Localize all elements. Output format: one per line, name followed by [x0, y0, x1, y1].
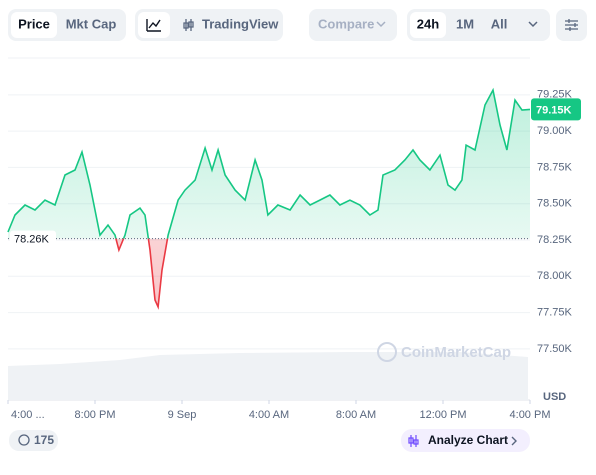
- analyze-icon: [408, 435, 419, 447]
- watermark: CoinMarketCap: [401, 344, 511, 361]
- count[interactable]: 175: [34, 433, 54, 447]
- compare-button[interactable]: [309, 9, 397, 41]
- tab[interactable]: Price: [18, 16, 50, 31]
- y-tick-label: 77.50K: [537, 343, 573, 355]
- candle-icon: [183, 19, 194, 31]
- baseline-label-bg: [10, 230, 56, 247]
- range[interactable]: 1M: [456, 16, 474, 31]
- y-tick-label: 78.25K: [537, 234, 573, 246]
- range[interactable]: 24h: [417, 16, 439, 31]
- price-line: [7, 87, 531, 239]
- line-icon: [146, 19, 161, 32]
- history-icon: [18, 434, 30, 446]
- chevron: [376, 21, 386, 28]
- tab[interactable]: Mkt Cap: [66, 16, 117, 31]
- area-up: [8, 90, 530, 239]
- x-tick-label: 4:00 PM: [510, 409, 551, 421]
- tab-active[interactable]: [11, 12, 57, 38]
- line-tool[interactable]: [138, 12, 170, 38]
- y-tick-label: 78.75K: [537, 161, 573, 173]
- currency: USD: [543, 391, 566, 403]
- x-tick-label: 8:00 AM: [336, 409, 376, 421]
- tool-group: [135, 9, 283, 41]
- y-tick-label: 78.00K: [537, 270, 573, 282]
- y-tick-label: 77.75K: [537, 307, 573, 319]
- x-tick-label: 8:00 PM: [75, 409, 116, 421]
- watermark-logo: [377, 342, 397, 362]
- compare[interactable]: Compare: [318, 16, 374, 31]
- baseline-label: 78.26K: [14, 233, 50, 245]
- settings-icon: [565, 19, 578, 31]
- y-tick-label: 79.00K: [537, 125, 573, 137]
- range-chevron[interactable]: [528, 21, 538, 28]
- last-price-tag: [531, 98, 581, 121]
- x-tick-label: 9 Sep: [168, 409, 197, 421]
- analyze-button[interactable]: [401, 429, 530, 452]
- range-active[interactable]: [410, 12, 446, 38]
- plot: 77.50K 77.75K 78.00K 78.25K 78.50K 78.75K 79.0…: [7, 87, 581, 421]
- last-price-label: 79.15K: [536, 104, 572, 116]
- analyze-chevron: [511, 436, 517, 446]
- x-tick-label: 4:00 AM: [249, 409, 289, 421]
- tradingview[interactable]: TradingView: [202, 16, 279, 31]
- analyze[interactable]: Analyze Chart: [428, 433, 508, 447]
- volume-area: [8, 352, 528, 400]
- range[interactable]: All: [491, 16, 508, 31]
- x-tick-label: 4:00 ...: [11, 409, 45, 421]
- y-tick-label: 78.50K: [537, 198, 573, 210]
- y-tick-label: 79.25K: [537, 89, 573, 101]
- x-tick-label: 12:00 PM: [419, 409, 466, 421]
